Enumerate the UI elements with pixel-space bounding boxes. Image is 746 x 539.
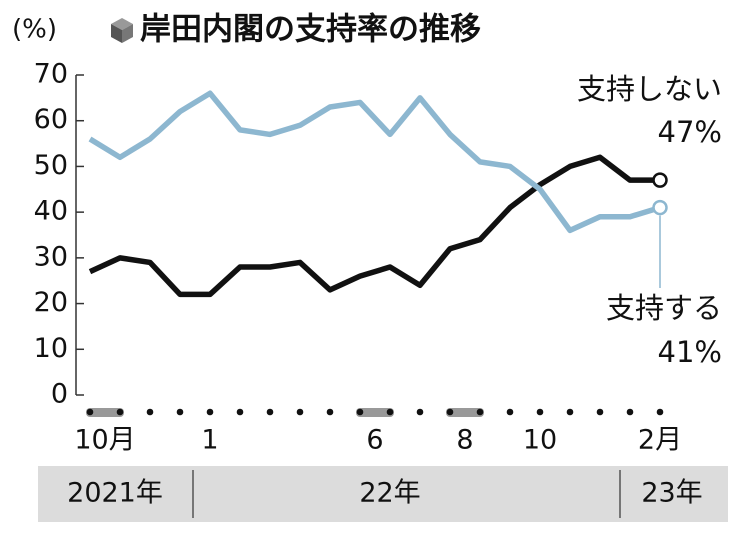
year-band xyxy=(38,466,728,522)
value-label: 47% xyxy=(658,115,722,149)
x-tick-label: 2月 xyxy=(638,425,682,456)
x-dot xyxy=(266,408,274,416)
value-label: 41% xyxy=(658,335,722,369)
x-dot xyxy=(356,408,364,416)
y-tick-label: 40 xyxy=(34,196,68,227)
x-dot xyxy=(146,408,154,416)
end-marker xyxy=(652,199,668,216)
x-dot xyxy=(86,408,94,416)
x-dot xyxy=(446,408,454,416)
year-label: 2021年 xyxy=(67,478,163,509)
x-dot xyxy=(116,408,124,416)
x-dot xyxy=(566,408,574,416)
y-tick-label: 0 xyxy=(51,379,68,410)
x-dot xyxy=(176,408,184,416)
y-tick-label: 50 xyxy=(34,150,68,181)
x-tick-label: 1 xyxy=(201,425,218,456)
x-dot xyxy=(296,408,304,416)
x-dot xyxy=(626,408,634,416)
month-bar xyxy=(446,408,484,417)
y-tick-label: 30 xyxy=(34,241,68,272)
series-line xyxy=(88,90,661,234)
title-icon xyxy=(111,18,133,43)
x-dot xyxy=(476,408,484,416)
y-tick-label: 70 xyxy=(34,59,68,90)
x-dot xyxy=(506,408,514,416)
y-tick-label: 60 xyxy=(34,104,68,135)
x-dot xyxy=(236,408,244,416)
chart-title: 岸田内閣の支持率の推移 xyxy=(140,12,481,48)
x-tick-label: 10 xyxy=(523,425,557,456)
series-name: 支持しない xyxy=(577,72,722,106)
y-axis-label: (%) xyxy=(12,15,57,45)
year-label: 23年 xyxy=(641,478,702,509)
series-name: 支持する xyxy=(606,291,722,325)
series-line xyxy=(88,154,660,298)
x-tick-label: 10月 xyxy=(74,425,135,456)
y-tick-label: 20 xyxy=(34,287,68,318)
x-dot xyxy=(386,408,394,416)
x-dot xyxy=(206,408,214,416)
year-label: 22年 xyxy=(359,478,420,509)
month-bar xyxy=(86,408,124,417)
x-dot xyxy=(656,408,664,416)
x-tick-label: 8 xyxy=(456,425,473,456)
y-tick-label: 10 xyxy=(34,333,68,364)
x-dot xyxy=(596,408,604,416)
x-dot xyxy=(536,408,544,416)
x-dot xyxy=(416,408,424,416)
month-bar xyxy=(356,408,394,417)
x-tick-label: 6 xyxy=(366,425,383,456)
x-dot xyxy=(326,408,334,416)
end-marker xyxy=(652,172,668,188)
